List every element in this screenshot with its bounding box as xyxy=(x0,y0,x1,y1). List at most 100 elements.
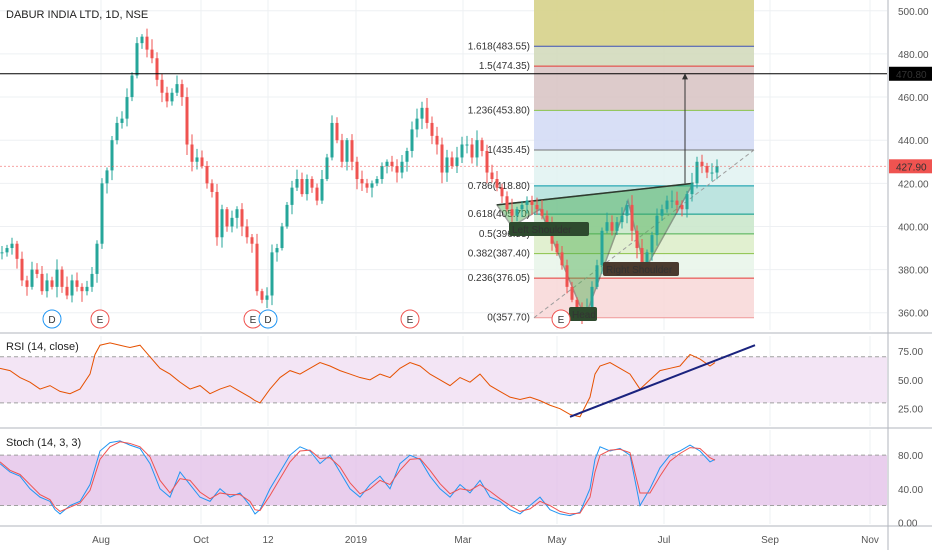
candle-body xyxy=(110,140,114,171)
candle xyxy=(700,154,704,174)
candle-body xyxy=(635,230,639,249)
candle xyxy=(715,159,719,180)
price-tick-label: 480.00 xyxy=(898,50,929,61)
candle xyxy=(75,272,79,292)
candle-body xyxy=(65,286,69,296)
candle xyxy=(435,126,439,155)
candle xyxy=(270,244,274,306)
candle-body xyxy=(665,200,669,210)
candle xyxy=(265,287,269,308)
rsi-pane[interactable]: RSI (14, close) xyxy=(0,336,887,426)
event-marker[interactable]: E xyxy=(400,309,420,329)
candle-body xyxy=(350,140,354,162)
candle xyxy=(175,75,179,97)
candle xyxy=(445,149,449,182)
candle xyxy=(70,274,74,303)
time-axis[interactable]: Aug Oct 12 2019 Mar May Jul Sep Nov xyxy=(92,535,879,546)
candle xyxy=(230,210,234,233)
candle-body xyxy=(465,144,469,146)
fib-level-label: 0.236(376.05) xyxy=(468,273,530,284)
time-tick-label: Oct xyxy=(193,535,209,546)
candle-body xyxy=(600,230,604,266)
fib-level-label: 1(435.45) xyxy=(487,145,530,156)
candle-body xyxy=(655,215,659,236)
rsi-tick-label: 50.00 xyxy=(898,376,923,387)
event-marker[interactable]: E xyxy=(90,309,110,329)
candle-body xyxy=(90,273,94,287)
candle-body xyxy=(290,187,294,205)
stoch-tick-label: 0.00 xyxy=(898,518,918,529)
candle-body xyxy=(250,237,254,244)
candle-body xyxy=(275,248,279,253)
candle xyxy=(365,178,369,193)
fib-level-label: 0.618(405.70) xyxy=(468,209,530,220)
candle xyxy=(95,240,99,283)
candle-body xyxy=(300,179,304,195)
candle xyxy=(370,180,374,198)
candle-body xyxy=(470,144,474,158)
candle-body xyxy=(150,49,154,59)
candle xyxy=(325,153,329,182)
candle xyxy=(155,52,159,87)
candle-body xyxy=(35,269,39,274)
candle-body xyxy=(280,226,284,249)
candle xyxy=(480,137,484,157)
candle xyxy=(430,116,434,145)
candle-body xyxy=(245,226,249,238)
price-tick-label: 380.00 xyxy=(898,266,929,277)
pattern-label[interactable]: Left Shoulder xyxy=(509,222,589,236)
candle-body xyxy=(625,204,629,216)
candle-body xyxy=(95,243,99,274)
pattern-label[interactable]: Head xyxy=(569,307,597,321)
candle-body xyxy=(130,75,134,98)
horizontal-levels[interactable]: 470.80 427.90 xyxy=(0,66,932,174)
candle xyxy=(470,138,474,164)
candle xyxy=(350,134,354,171)
candle-body xyxy=(345,140,349,162)
candle xyxy=(570,281,574,303)
candle-body xyxy=(340,140,344,162)
candle-body xyxy=(420,107,424,119)
price-tick-label: 360.00 xyxy=(898,309,929,320)
event-marker[interactable]: D xyxy=(42,309,62,329)
candle xyxy=(635,225,639,259)
candle-body xyxy=(475,140,479,158)
event-marker-circle xyxy=(400,309,420,329)
candle-body xyxy=(575,299,579,309)
candle-body xyxy=(455,157,459,167)
candle xyxy=(280,222,284,251)
candle-body xyxy=(395,166,399,173)
event-marker[interactable]: D xyxy=(258,309,278,329)
candle xyxy=(650,231,654,261)
candle-body xyxy=(380,166,384,180)
pattern-annotations[interactable]: Left Shoulder Head Right Shoulder xyxy=(509,222,679,321)
fib-level-label: 1.5(474.35) xyxy=(479,61,530,72)
neckline xyxy=(496,182,694,206)
pattern-label[interactable]: Right Shoulder xyxy=(603,262,679,276)
target-arrow-head xyxy=(682,73,688,80)
candle-body xyxy=(485,150,489,173)
candle xyxy=(530,195,534,215)
candle xyxy=(335,117,339,144)
candle xyxy=(355,156,359,190)
candle xyxy=(170,88,174,106)
fib-level-label: 1.618(483.55) xyxy=(468,41,530,52)
candle xyxy=(685,190,689,218)
candle-body xyxy=(330,122,334,158)
candle xyxy=(35,263,39,279)
stoch-pane[interactable]: Stoch (14, 3, 3) xyxy=(0,430,887,524)
event-marker-letter: E xyxy=(407,315,414,326)
candle-body xyxy=(40,273,44,292)
candle-body xyxy=(525,200,529,205)
candle xyxy=(285,202,289,229)
candle-body xyxy=(0,252,4,254)
candle-body xyxy=(415,118,419,130)
candle-body xyxy=(355,161,359,180)
event-marker[interactable]: E xyxy=(551,309,571,329)
pattern-label-bg xyxy=(603,262,679,276)
price-pane[interactable]: 0(357.70) 0.236(376.05) 0.382(387.40) 0.5(3… xyxy=(0,0,932,330)
stoch-band xyxy=(0,455,887,506)
